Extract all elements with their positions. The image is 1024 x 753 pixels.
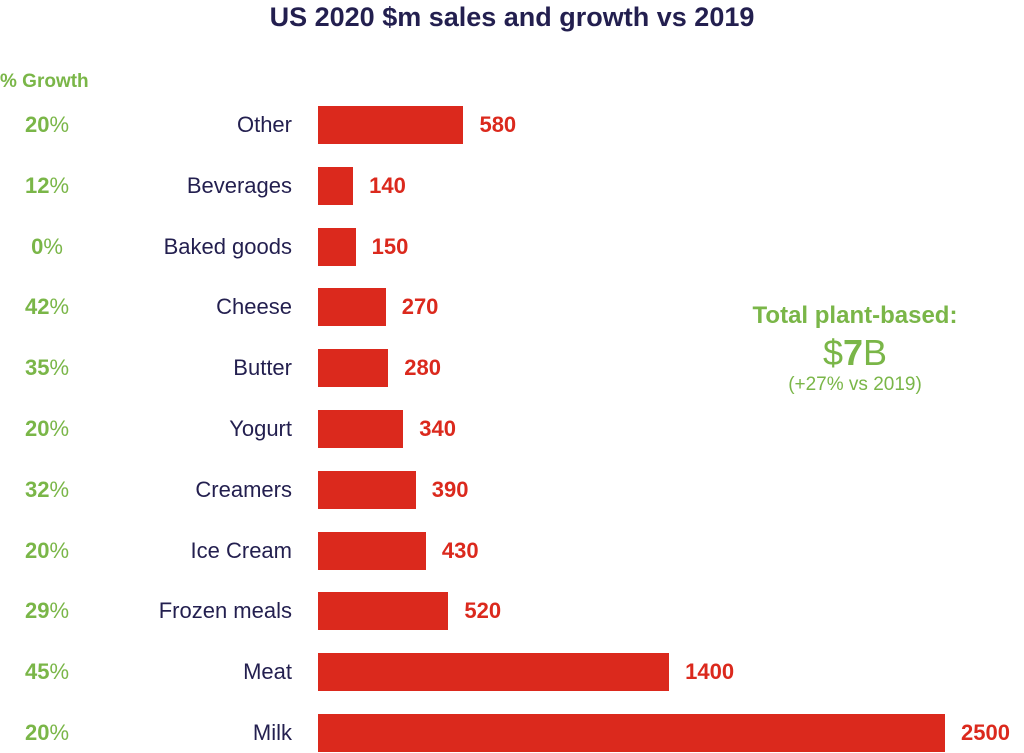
value-label: 280 (404, 355, 441, 381)
bar (318, 470, 416, 509)
bar (318, 227, 356, 266)
category-label: Frozen meals (158, 598, 292, 624)
bar-row: 20% Yogurt 340 (0, 409, 1024, 449)
bar-row: 12% Beverages 140 (0, 166, 1024, 206)
bar (318, 653, 670, 692)
bar (318, 166, 354, 205)
growth-column-header: % Growth (0, 71, 89, 92)
bar-row: 35% Butter 280 (0, 348, 1024, 388)
percent-sign: % (49, 659, 70, 685)
growth-label: 42% (0, 294, 94, 320)
percent-sign: % (43, 233, 63, 259)
total-value-prefix: $ (822, 332, 843, 373)
bar-row: 20% Other 580 (0, 105, 1024, 145)
total-annotation: Total plant-based: $7B (+27% vs 2019) (740, 302, 970, 396)
bar (318, 288, 386, 327)
percent-sign: % (49, 598, 70, 624)
bar-row: 0% Baked goods 150 (0, 227, 1024, 267)
percent-sign: % (49, 355, 70, 381)
growth-value: 29 (24, 598, 50, 624)
growth-value: 32 (24, 476, 50, 502)
growth-label: 20% (0, 416, 94, 442)
category-label: Meat (243, 659, 292, 685)
growth-value: 20 (24, 112, 50, 137)
category-label: Yogurt (229, 416, 292, 441)
value-label: 340 (419, 416, 456, 441)
bar-row: 32% Creamers 390 (0, 470, 1024, 510)
total-value-suffix: B (863, 332, 888, 373)
percent-sign: % (49, 537, 70, 563)
value-label: 520 (464, 598, 502, 624)
growth-label: 12% (0, 173, 94, 199)
percent-sign: % (49, 172, 70, 198)
growth-label: 45% (0, 659, 94, 685)
growth-value: 0 (31, 233, 44, 259)
percent-sign: % (49, 416, 70, 441)
category-label: Beverages (186, 172, 292, 198)
bar-row: 29% Frozen meals 520 (0, 591, 1024, 631)
bar-row: 42% Cheese 270 (0, 287, 1024, 327)
category-label: Milk (252, 720, 292, 745)
category-label: Baked goods (163, 233, 292, 259)
value-label: 1400 (685, 659, 735, 685)
bar-row: 45% Meat 1400 (0, 652, 1024, 692)
growth-label: 20% (0, 538, 94, 564)
percent-sign: % (49, 720, 70, 745)
total-value: $7B (740, 332, 970, 374)
percent-sign: % (49, 294, 70, 320)
value-label: 390 (431, 476, 469, 502)
value-label: 270 (401, 294, 439, 320)
growth-label: 29% (0, 598, 94, 624)
value-label: 430 (441, 537, 479, 563)
growth-value: 35 (24, 355, 50, 381)
category-label: Other (236, 112, 292, 137)
bar (318, 349, 389, 388)
category-label: Cheese (216, 294, 292, 320)
bar (318, 531, 426, 570)
value-label: 2500 (961, 720, 1010, 745)
growth-label: 20% (0, 112, 94, 138)
bar (318, 410, 404, 448)
bar (318, 714, 945, 752)
category-label: Creamers (195, 476, 292, 502)
chart-title: US 2020 $m sales and growth vs 2019 (269, 2, 755, 32)
category-label: Ice Cream (190, 537, 292, 563)
value-label: 140 (369, 172, 406, 198)
growth-value: 42 (24, 294, 50, 320)
percent-sign: % (49, 476, 70, 502)
total-growth: (+27% vs 2019) (788, 374, 922, 395)
growth-label: 20% (0, 720, 94, 746)
percent-sign: % (49, 112, 70, 137)
growth-value: 20 (24, 416, 50, 441)
bar-row: 20% Ice Cream 430 (0, 531, 1024, 571)
growth-label: 35% (0, 355, 94, 381)
growth-label: 32% (0, 477, 94, 503)
value-label: 150 (371, 233, 409, 259)
growth-value: 12 (24, 172, 50, 198)
total-value-number: 7 (842, 332, 864, 373)
category-label: Butter (233, 355, 292, 381)
bar (318, 106, 464, 144)
bar-row: 20% Milk 2500 (0, 713, 1024, 753)
growth-value: 20 (24, 537, 50, 563)
growth-value: 45 (24, 659, 50, 685)
growth-label: 0% (0, 234, 94, 260)
value-label: 580 (479, 112, 517, 137)
bar (318, 592, 449, 631)
growth-value: 20 (24, 720, 50, 745)
total-label: Total plant-based: (752, 302, 958, 329)
